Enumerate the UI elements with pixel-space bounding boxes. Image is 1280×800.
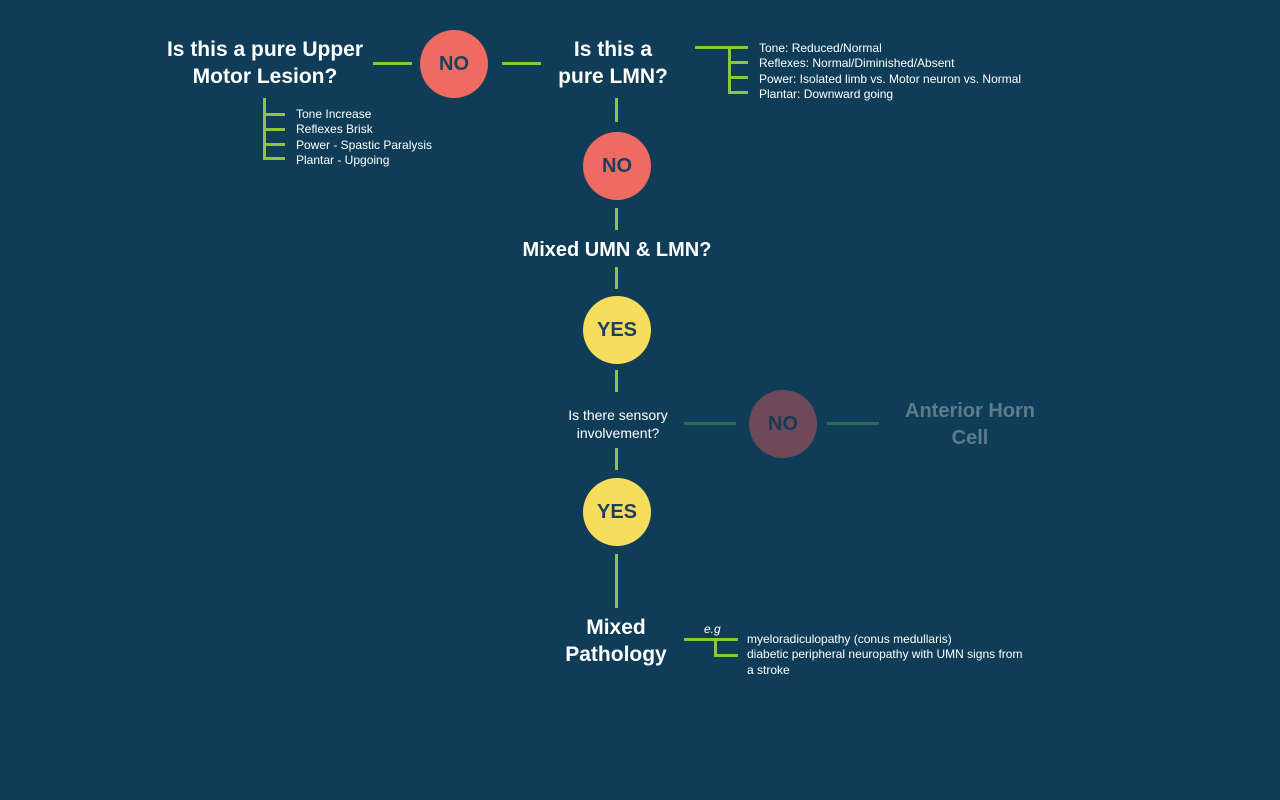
answer-no-3: NO xyxy=(749,390,817,458)
answer-yes-2: YES xyxy=(583,478,651,546)
list-item: diabetic peripheral neuropathy with UMN … xyxy=(747,647,1023,662)
answer-yes-1: YES xyxy=(583,296,651,364)
connector-yes-mixed-pathology xyxy=(615,554,618,608)
list-item: Tone Increase xyxy=(296,107,372,121)
umn-bracket-tick xyxy=(263,128,285,131)
list-item: Reflexes Brisk xyxy=(296,122,373,137)
answer-no-1: NO xyxy=(420,30,488,98)
list-item: Power: Isolated limb vs. Motor neuron vs… xyxy=(759,71,1022,86)
connector-lmn-no xyxy=(615,98,618,122)
lmn-question: Is this a pure LMN? xyxy=(558,38,668,88)
answer-no-2: NO xyxy=(583,132,651,200)
examples-bracket-top xyxy=(684,638,738,641)
lmn-bracket-tick xyxy=(728,61,748,64)
connector-no-anterior-horn xyxy=(827,422,879,425)
connector-yes-sensory xyxy=(615,370,618,392)
list-item: Plantar: Downward going xyxy=(759,86,894,101)
list-item: Reflexes: Normal/Diminished/Absent xyxy=(759,56,955,71)
connector-no-lmn xyxy=(502,62,541,65)
list-item: Plantar - Upgoing xyxy=(296,152,390,167)
umn-features-list: Tone Increase Reflexes Brisk Power - Spa… xyxy=(296,107,432,168)
umn-bracket-tick xyxy=(263,143,285,146)
connector-sensory-no xyxy=(684,422,736,425)
umn-bracket-tick xyxy=(263,157,285,160)
lmn-bracket-tick xyxy=(728,76,748,79)
examples-bracket-stem xyxy=(714,638,717,657)
examples-list: myeloradiculopathy (conus medullaris) di… xyxy=(747,632,1022,678)
list-item: a stroke xyxy=(747,662,790,677)
connector-sensory-yes xyxy=(615,448,618,470)
mixed-question: Mixed UMN & LMN? xyxy=(522,239,712,261)
umn-question: Is this a pure Upper Motor Lesion? xyxy=(166,38,364,88)
sensory-question: Is there sensory involvement? xyxy=(568,407,668,441)
list-item: myeloradiculopathy (conus medullaris) xyxy=(747,632,952,646)
lmn-bracket-tick xyxy=(728,91,748,94)
connector-umn-no xyxy=(373,62,412,65)
list-item: Tone: Reduced/Normal xyxy=(759,41,882,55)
anterior-horn-cell: Anterior Horn Cell xyxy=(905,400,1035,449)
list-item: Power - Spastic Paralysis xyxy=(296,137,433,152)
connector-no-mixed xyxy=(615,208,618,230)
lmn-features-list: Tone: Reduced/Normal Reflexes: Normal/Di… xyxy=(759,41,1021,102)
mixed-pathology: Mixed Pathology xyxy=(565,616,667,666)
examples-label: e.g xyxy=(704,622,721,636)
lmn-bracket-stem xyxy=(728,46,731,94)
examples-bracket-tick xyxy=(714,654,738,657)
lmn-bracket-tick xyxy=(728,46,748,49)
umn-bracket-tick xyxy=(263,113,285,116)
connector-mixed-yes xyxy=(615,267,618,289)
lmn-bracket-top xyxy=(695,46,731,49)
